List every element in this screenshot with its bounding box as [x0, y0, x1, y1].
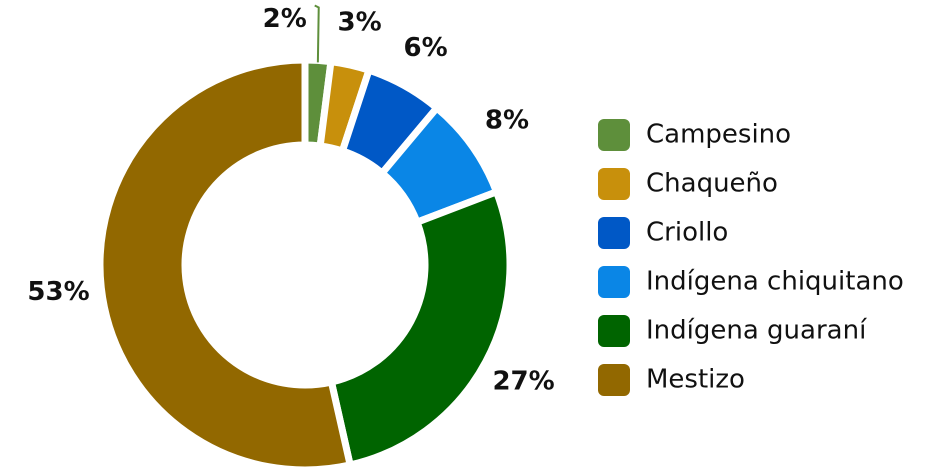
legend-label: Chaqueño [646, 169, 778, 199]
data-label: 27% [492, 367, 554, 397]
legend-label: Criollo [646, 218, 728, 248]
legend-label: Campesino [646, 120, 791, 150]
data-label: 2% [263, 4, 307, 34]
legend-swatch [598, 315, 630, 347]
legend-label: Indígena chiquitano [646, 267, 904, 297]
data-label: 53% [27, 277, 89, 307]
slice [327, 188, 514, 468]
leader-line [314, 4, 320, 63]
legend-swatch [598, 168, 630, 200]
legend-swatch [598, 119, 630, 151]
data-label: 8% [485, 106, 529, 136]
legend-label: Mestizo [646, 365, 745, 395]
legend-swatch [598, 266, 630, 298]
legend-swatch [598, 217, 630, 249]
legend-swatch [598, 364, 630, 396]
data-label: 6% [403, 33, 447, 63]
data-label: 3% [338, 8, 382, 38]
slice [96, 56, 354, 468]
legend-label: Indígena guaraní [646, 316, 867, 346]
